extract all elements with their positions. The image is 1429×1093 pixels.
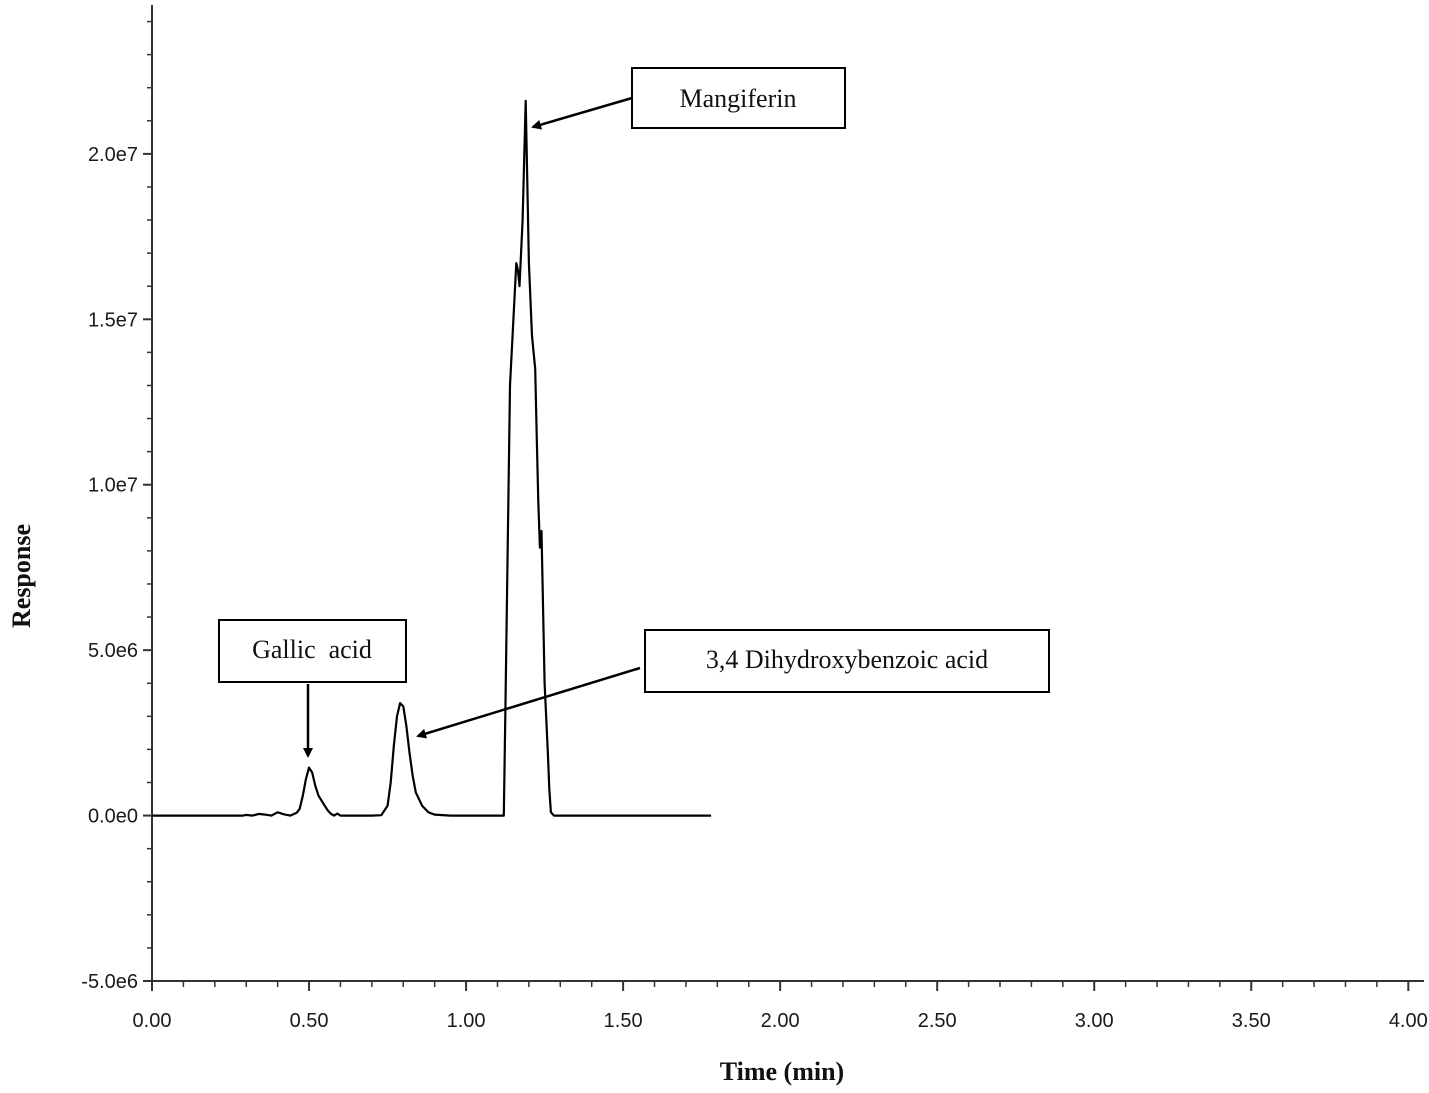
annotation-box [631,67,846,129]
x-tick-label: 4.00 [1389,1010,1428,1032]
x-tick-label: 1.50 [604,1010,643,1032]
y-tick-label: -5.0e6 [81,971,138,993]
chromatogram-trace [152,99,712,817]
y-tick-label: 1.5e7 [88,309,138,331]
y-tick-label: 0.0e0 [88,806,138,828]
x-tick-label: 2.50 [918,1010,957,1032]
y-axis-title: Response [7,524,36,628]
annotation-dihydroxybenzoic-acid: 3,4 Dihydroxybenzoic acid [416,629,1050,739]
x-tick-label: 1.00 [447,1010,486,1032]
annotation-arrow [531,96,633,130]
annotation-gallic-acid: Gallic acid [218,619,407,758]
annotation-label: Mangiferin [680,84,797,113]
annotation-box [644,629,1050,693]
annotation-label: Gallic acid [252,635,372,664]
annotation-box [218,619,407,683]
x-axis-ticks: 0.00 0.50 1.00 1.50 2.00 2.50 3.00 3.50 4.00 [133,981,1428,1032]
x-tick-label: 0.00 [133,1010,172,1032]
y-tick-label: 1.0e7 [88,475,138,497]
x-tick-label: 3.00 [1075,1010,1114,1032]
x-axis-title: Time (min) [720,1057,844,1086]
y-tick-label: 2.0e7 [88,144,138,166]
x-tick-label: 0.50 [290,1010,329,1032]
annotation-label: 3,4 Dihydroxybenzoic acid [706,645,988,674]
annotation-arrow [416,666,641,739]
y-tick-label: 5.0e6 [88,640,138,662]
x-tick-label: 2.00 [761,1010,800,1032]
y-axis-ticks: -5.0e6 0.0e0 5.0e6 1.0e7 1.5e7 2.0e7 [81,20,152,993]
annotation-mangiferin: Mangiferin [531,67,846,130]
x-tick-label: 3.50 [1232,1010,1271,1032]
